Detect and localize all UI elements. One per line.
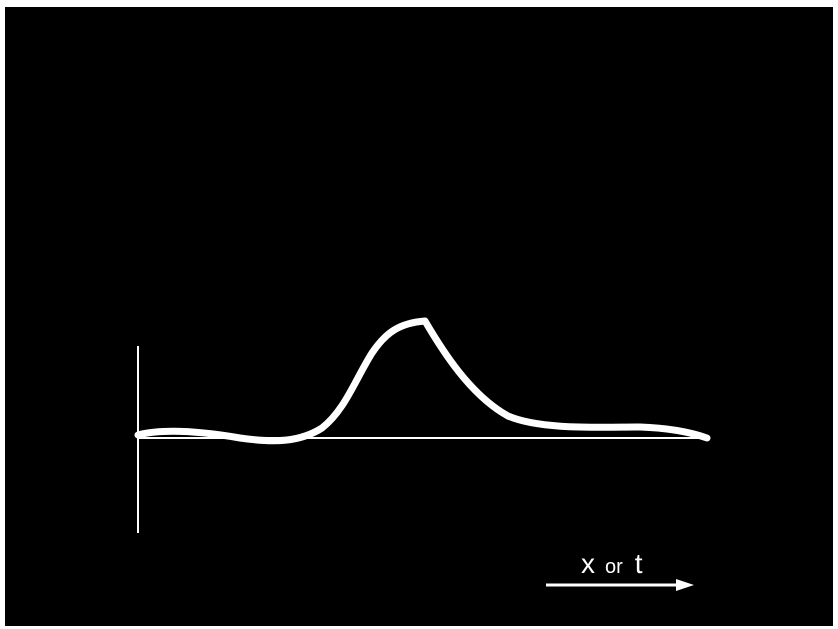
direction-arrow-head bbox=[676, 579, 694, 591]
axis-label-t: t bbox=[635, 548, 643, 579]
axis-label-x: x bbox=[581, 548, 595, 579]
axis-label-or: or bbox=[605, 556, 623, 578]
diagram-background bbox=[5, 7, 833, 626]
pulse-curve bbox=[134, 317, 711, 445]
axis-label: x or t bbox=[581, 548, 643, 579]
